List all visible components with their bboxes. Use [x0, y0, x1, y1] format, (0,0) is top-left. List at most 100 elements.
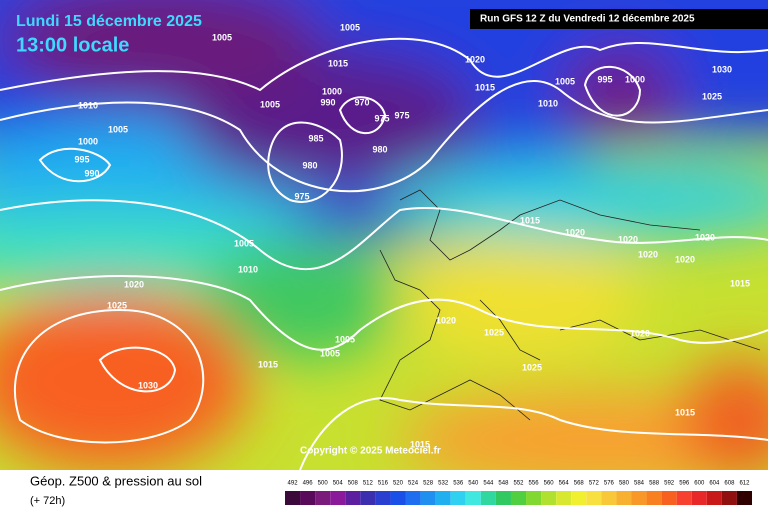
colorbar-label: 504	[333, 481, 344, 487]
isobar-label: 1010	[538, 98, 558, 108]
colorbar-label: 524	[408, 481, 419, 487]
colorbar-label: 604	[709, 481, 720, 487]
isobar-label: 1015	[520, 215, 540, 225]
isobar-label: 1020	[638, 249, 658, 259]
colorbar-swatch	[480, 491, 496, 505]
isobar-label: 980	[302, 160, 317, 170]
colorbar-label: 568	[574, 481, 585, 487]
isobar-label: 1015	[730, 278, 750, 288]
colorbar-swatch	[661, 491, 677, 505]
isobar-label: 985	[308, 133, 323, 143]
colorbar-swatch	[586, 491, 602, 505]
isobar-label: 1020	[565, 227, 585, 237]
colorbar-label: 540	[468, 481, 479, 487]
isobar-label: 1015	[328, 58, 348, 68]
colorbar-swatch	[420, 491, 436, 505]
colorbar-swatch	[526, 491, 542, 505]
run-box	[470, 9, 768, 29]
lead-time: (+ 72h)	[30, 495, 65, 507]
isobar-label: 975	[394, 110, 409, 120]
isobar-label: 1020	[618, 234, 638, 244]
colorbar-swatch	[736, 491, 752, 505]
colorbar: 492 496 500 504 508 512 516 520 524 528 532 536 540 5…	[285, 481, 752, 505]
colorbar-swatch	[495, 491, 511, 505]
colorbar-label: 556	[529, 481, 540, 487]
colorbar-label: 600	[694, 481, 705, 487]
colorbar-label: 592	[664, 481, 675, 487]
colorbar-swatch	[330, 491, 346, 505]
isobar-label: 1000	[78, 136, 98, 146]
colorbar-swatch	[300, 491, 316, 505]
colorbar-swatch	[345, 491, 361, 505]
map-field: 1005 1005 1020 1015 1005 995 1000 1030 1025 1010 1…	[0, 0, 768, 470]
colorbar-label: 516	[378, 481, 389, 487]
isobar-label: 1015	[675, 407, 695, 417]
colorbar-label: 564	[559, 481, 570, 487]
colorbar-label: 532	[438, 481, 449, 487]
isobar-label: 1025	[702, 91, 722, 101]
colorbar-label: 552	[513, 481, 524, 487]
colorbar-swatch	[691, 491, 707, 505]
isobar-label: 1015	[475, 82, 495, 92]
colorbar-swatch	[676, 491, 692, 505]
colorbar-label: 588	[649, 481, 660, 487]
colorbar-label: 492	[288, 481, 299, 487]
colorbar-swatch	[721, 491, 737, 505]
colorbar-swatch	[556, 491, 572, 505]
colorbar-label: 572	[589, 481, 600, 487]
isobar-label: 1030	[138, 380, 158, 390]
colorbar-label: 608	[724, 481, 735, 487]
colorbar-label: 500	[318, 481, 329, 487]
isobar-label: 995	[74, 154, 89, 164]
isobar-label: 975	[294, 191, 309, 201]
colorbar-label: 560	[544, 481, 555, 487]
isobar-label: 995	[597, 74, 612, 84]
colorbar-swatch	[646, 491, 662, 505]
isobar-label: 1025	[107, 300, 127, 310]
isobar-label: 970	[354, 97, 369, 107]
colorbar-swatch	[601, 491, 617, 505]
isobar-label: 1030	[712, 64, 732, 74]
run: Run GFS 12 Z du Vendredi 12 décembre 202…	[480, 14, 695, 25]
colorbar-label: 508	[348, 481, 359, 487]
colorbar-swatch	[706, 491, 722, 505]
isobar-label: 1005	[555, 76, 575, 86]
colorbar-label: 580	[619, 481, 630, 487]
isobar-label: 1020	[124, 279, 144, 289]
colorbar-swatch	[360, 491, 376, 505]
colorbar-label: 520	[393, 481, 404, 487]
time: 13:00 locale	[16, 34, 129, 56]
isobar-label: 980	[372, 144, 387, 154]
isobar-label: 1005	[320, 348, 340, 358]
colorbar-swatch	[390, 491, 406, 505]
colorbar-label: 496	[303, 481, 314, 487]
isobar-label: 1005	[234, 238, 254, 248]
isobar-label: 990	[320, 97, 335, 107]
colorbar-label: 536	[453, 481, 464, 487]
isobar-label: 1020	[630, 328, 650, 338]
colorbar-label: 612	[739, 481, 750, 487]
isobar-label: 1025	[484, 327, 504, 337]
colorbar-swatch	[631, 491, 647, 505]
isobar-label: 1020	[436, 315, 456, 325]
colorbar-label: 576	[604, 481, 615, 487]
isobar-label: 1005	[260, 99, 280, 109]
isobar-label: 1025	[522, 362, 542, 372]
isobar-label: 1015	[258, 359, 278, 369]
isobar-label: 1005	[108, 124, 128, 134]
isobar-label: 1015	[410, 439, 430, 449]
colorbar-label: 548	[498, 481, 509, 487]
isobar-label: 1005	[212, 32, 232, 42]
date: Lundi 15 décembre 2025	[16, 13, 202, 30]
colorbar-label: 596	[679, 481, 690, 487]
copyright: Copyright © 2025 Meteociel.fr	[300, 446, 441, 457]
isobar-label: 1020	[465, 54, 485, 64]
isobar-label: 1000	[322, 86, 342, 96]
isobar-label: 1010	[78, 100, 98, 110]
colorbar-swatch	[541, 491, 557, 505]
isobar-label: 1010	[238, 264, 258, 274]
colorbar-swatch	[375, 491, 391, 505]
colorbar-label: 584	[634, 481, 645, 487]
isobar-label: 1020	[675, 254, 695, 264]
colorbar-swatch	[465, 491, 481, 505]
